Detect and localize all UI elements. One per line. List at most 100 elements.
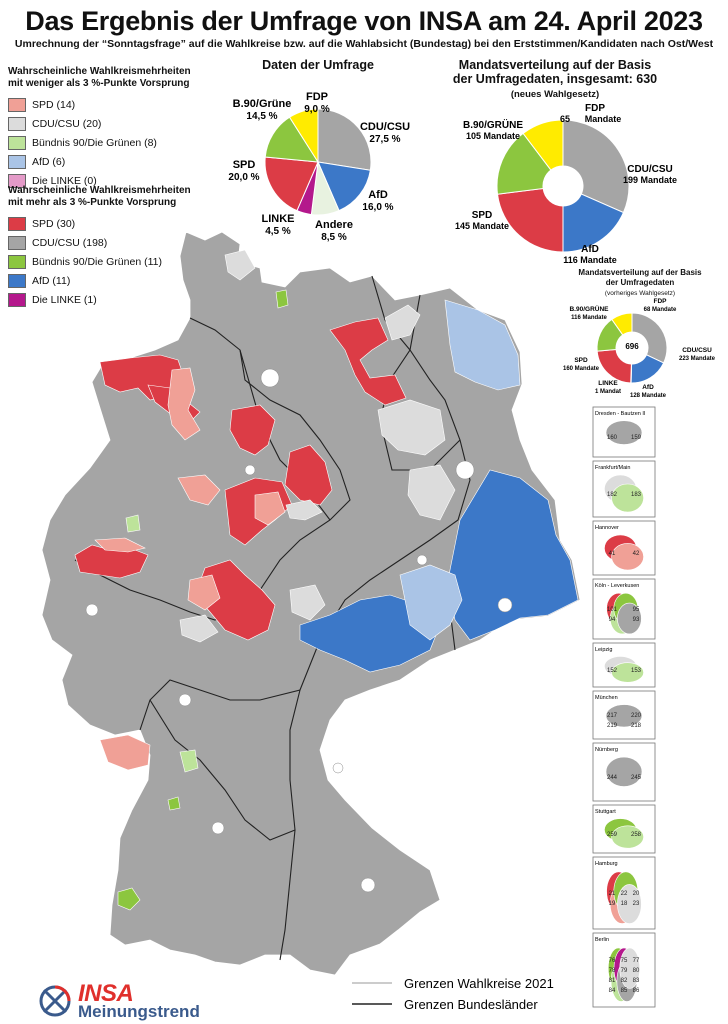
pie-old-law-title: Mandatsverteilung auf der Basis der Umfr… <box>578 268 702 297</box>
inset-constituency-number: 259 <box>607 832 618 838</box>
inset-title: Stuttgart <box>595 809 616 815</box>
inset-title: München <box>595 695 618 701</box>
inset-region <box>611 543 644 571</box>
legend-item: SPD (30) <box>8 214 208 233</box>
region-afd-light-vorpommern <box>444 299 521 391</box>
region-afd-thueringen <box>299 594 441 673</box>
pie-slice-afd <box>317 161 371 212</box>
inset-constituency-number: 245 <box>631 775 642 781</box>
slice-value-fdp: 9,0 % <box>304 104 330 115</box>
region-cdu-light-sachsenanhalt <box>407 464 456 521</box>
region-afd-saxony <box>447 469 579 641</box>
inset-box <box>592 460 656 518</box>
inset-title: Dresden - Bautzen II <box>595 411 646 417</box>
slice-label-cdu: CDU/CSU <box>360 121 410 133</box>
legend-label: CDU/CSU (198) <box>32 236 108 249</box>
legend-weak-heading: Wahrscheinliche Wahlkreismehrheiten mit w… <box>8 66 191 89</box>
legend-label: AfD (6) <box>32 155 66 168</box>
pie-slice-cdu-csu <box>317 108 372 171</box>
inset-region <box>611 483 644 513</box>
legend-swatch <box>8 216 26 231</box>
legend-swatch <box>8 154 26 169</box>
slice-value-gruene: 116 Mandate <box>571 315 607 321</box>
city-marker-dresden <box>497 597 513 613</box>
legend-weak-majorities: Wahrscheinliche Wahlkreismehrheiten mit w… <box>8 66 208 190</box>
inset-title: Frankfurt/Main <box>595 465 630 471</box>
legend-item: Die LINKE (0) <box>8 171 208 190</box>
pie-slice-b-90-gr-ne <box>496 132 552 195</box>
inset-constituency-number: 81 <box>609 978 616 984</box>
region-cdu-light-north <box>384 304 421 341</box>
pie-slice-cdu-csu <box>631 312 668 364</box>
slice-label-andere: Andere <box>315 219 353 231</box>
legend-label: Bündnis 90/Die Grünen (8) <box>32 136 157 149</box>
region-spd-ruhr <box>74 544 149 579</box>
slice-suffix-fdp: Mandate <box>585 114 622 124</box>
inset-region <box>605 704 643 728</box>
insa-logo-tagline: Meinungstrend <box>78 1002 200 1021</box>
city-marker-nuernberg <box>332 762 344 774</box>
region-gruene-light-heidelberg <box>179 749 199 773</box>
inset-region <box>611 662 644 683</box>
inset-constituency-number: 21 <box>609 891 616 897</box>
slice-label-fdp: FDP <box>306 91 328 103</box>
inset-title: Berlin <box>595 937 609 943</box>
inset-constituency-number: 85 <box>621 988 628 994</box>
region-gruene-kiel <box>275 289 289 309</box>
legend-strong-heading: Wahrscheinliche Wahlkreismehrheiten mit m… <box>8 185 191 208</box>
inset-constituency-number: 152 <box>607 668 618 674</box>
inset-constituency-number: 82 <box>621 978 628 984</box>
page-subtitle: Umrechnung der “Sonntagsfrage” auf die W… <box>14 38 714 50</box>
inset-title: Hamburg <box>595 861 618 867</box>
germany-map <box>41 231 581 976</box>
slice-label-spd: SPD <box>574 357 588 364</box>
inset-constituency-number: 94 <box>609 617 616 623</box>
legend-label: AfD (11) <box>32 274 71 287</box>
region-spd-light-ruhr <box>94 537 146 553</box>
slice-value-linke: 4,5 % <box>265 226 291 237</box>
region-cdu-light-central <box>285 499 323 521</box>
slice-label-linke: LINKE <box>598 380 618 387</box>
inset-constituency-number: 93 <box>633 617 640 623</box>
pie-slice-fdp <box>522 119 564 171</box>
insa-logo-brand: INSA <box>78 980 134 1007</box>
inset-constituency-number: 19 <box>609 901 616 907</box>
slice-label-fdp: FDP <box>654 298 668 305</box>
pie-slice-cdu-csu <box>562 119 630 214</box>
region-gruene-karlsruhe <box>167 796 181 811</box>
city-marker-berlin <box>455 460 475 480</box>
pie-slice-spd <box>596 348 632 384</box>
slice-value-afd: 128 Mandate <box>630 393 667 399</box>
page-title: Das Ergebnis der Umfrage von INSA am 24.… <box>25 6 703 36</box>
region-gruene-muenster <box>125 514 141 533</box>
city-insets: Dresden - Bautzen II 160 159 Frankfurt/Main… <box>592 406 656 1008</box>
pie-new-law <box>496 119 630 253</box>
legend-swatch <box>8 135 26 150</box>
slice-label-spd: SPD <box>233 159 256 171</box>
inset-constituency-number: 20 <box>633 891 640 897</box>
region-spd-light-north <box>167 367 201 441</box>
pie-survey-labels: FDP 9,0 % B.90/Grüne 14,5 % CDU/CSU 27,5… <box>228 91 410 243</box>
inset-constituency-number: 220 <box>631 713 642 719</box>
inset-constituency-number: 42 <box>633 551 640 557</box>
city-marker-frankfurt <box>178 693 192 707</box>
inset-constituency-number: 22 <box>621 891 628 897</box>
inset-region <box>605 756 643 787</box>
pie-survey-title: Daten der Umfrage <box>262 58 374 72</box>
slice-value-andere: 8,5 % <box>321 232 347 243</box>
slice-value-fdp: 65 <box>560 114 570 124</box>
inset-constituency-number: 83 <box>633 978 640 984</box>
inset-constituency-number: 75 <box>621 958 628 964</box>
pie-survey <box>264 108 372 216</box>
slice-label-cdu: CDU/CSU <box>627 164 673 175</box>
legend-text-wahlkreise: Grenzen Wahlkreise 2021 <box>404 976 554 991</box>
inset-constituency-number: 244 <box>607 775 618 781</box>
inset-constituency-number: 23 <box>633 901 640 907</box>
inset-region <box>617 884 642 924</box>
legend-item: Bündnis 90/Die Grünen (11) <box>8 252 208 271</box>
pie-slice-spd <box>496 187 564 253</box>
inset-region <box>605 420 643 445</box>
inset-constituency-number: 153 <box>631 668 642 674</box>
inset-constituency-number: 80 <box>633 968 640 974</box>
